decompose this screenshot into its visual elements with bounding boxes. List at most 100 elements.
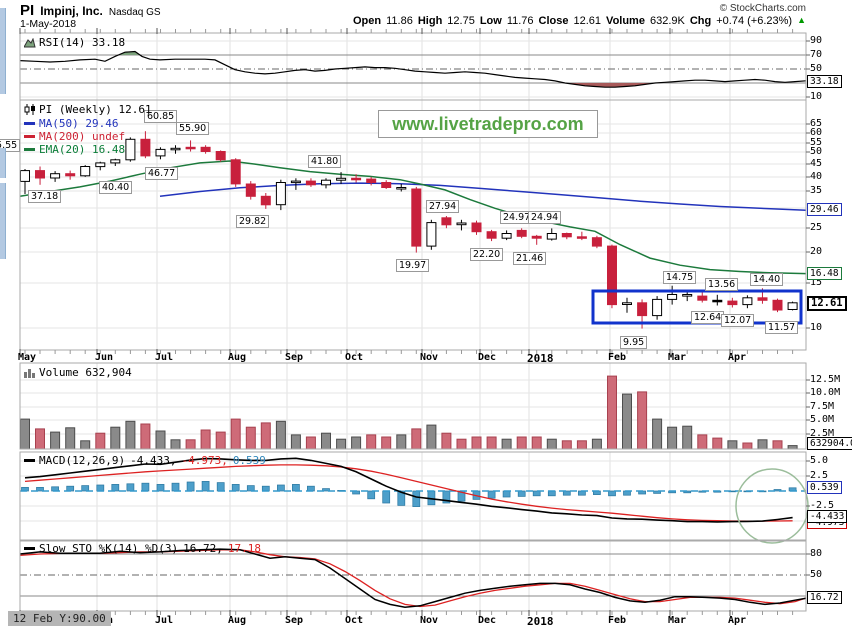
axis-tick-label: 65 <box>810 118 823 129</box>
candle-body <box>200 146 211 153</box>
volume-bar <box>155 430 166 450</box>
macd-hist-bar <box>442 490 451 504</box>
axis-tick-label: 12.5M <box>810 374 841 385</box>
macd-legend-name: MACD(12,26,9) <box>39 454 126 467</box>
ma200-legend-label: MA(200) undef <box>39 130 126 143</box>
panel-border <box>19 99 807 351</box>
ma50-line-icon <box>24 122 35 125</box>
volume-bar <box>50 431 61 450</box>
candle-body <box>456 222 467 226</box>
volume-legend-label: Volume 632,904 <box>39 366 132 379</box>
rsi-legend-label: RSI(14) 33.18 <box>39 36 126 49</box>
price-callout: 29.82 <box>236 215 270 228</box>
candle-body <box>486 231 497 239</box>
candle-body <box>576 236 587 239</box>
volume-bar <box>305 436 316 450</box>
month-label: Nov <box>420 352 439 363</box>
current-value-tag: 33.18 <box>807 75 842 88</box>
price-callout: 19.97 <box>396 259 430 272</box>
volume-bar <box>321 432 331 450</box>
axis-tick-label: 2.5M <box>810 428 835 439</box>
volume-bar <box>742 442 753 450</box>
volume-bar <box>336 438 347 450</box>
month-label: Mar <box>668 615 687 626</box>
candle-body <box>275 182 286 206</box>
macd-hist-bar <box>532 490 541 497</box>
axis-tick-label: 5.0M <box>810 414 835 425</box>
volume-bar <box>110 426 121 450</box>
month-label: Apr <box>728 352 747 363</box>
chg-value: +0.74 (+6.23%) <box>716 15 793 27</box>
ticker-symbol: PI <box>20 2 35 19</box>
macd-hist-bar <box>216 482 225 492</box>
price-callout: 41.80 <box>308 155 342 168</box>
price-callout: 11.57 <box>765 321 799 334</box>
candle-body <box>742 297 753 306</box>
volume-bar <box>622 393 632 450</box>
candle-body <box>682 294 693 297</box>
volume-bar <box>591 438 602 450</box>
sto-legend: Slow STO %K(14) %D(3) 16.72, 17.18 <box>24 542 261 555</box>
axis-tick-label: 15 <box>810 277 823 288</box>
ema20-legend: EMA(20) 16.48 <box>24 143 125 156</box>
macd-hist-bar <box>683 490 692 494</box>
candle-body <box>637 302 648 317</box>
price-legend: PI (Weekly) 12.61 <box>24 103 152 116</box>
macd-hist-bar <box>292 484 300 492</box>
ma50-legend: MA(50) 29.46 <box>24 117 118 130</box>
macd-hist-bar <box>322 488 330 492</box>
left-edge-strip <box>0 148 6 178</box>
macd-hist-bar <box>562 490 571 496</box>
sto-line-icon <box>24 547 35 550</box>
candle-body <box>531 235 542 239</box>
price-callout: 46.77 <box>145 167 179 180</box>
candle-body <box>336 177 347 181</box>
macd-signal-value: -4.973, <box>181 454 228 467</box>
price-callout: 12.07 <box>721 314 755 327</box>
low-value: 11.76 <box>506 15 534 27</box>
macd-hist-bar <box>653 490 661 494</box>
month-label: Jul <box>155 615 174 626</box>
candle-body <box>95 162 106 168</box>
month-label: Dec <box>478 615 497 626</box>
price-callout: 40.40 <box>99 181 133 194</box>
volume-bar <box>501 438 512 450</box>
candle-body <box>366 178 377 184</box>
volume-bar <box>576 440 587 450</box>
price-callout: 55.90 <box>176 122 210 135</box>
macd-hist-bar <box>277 484 285 492</box>
axis-tick-label: 2.5 <box>810 470 829 481</box>
ma50-line <box>159 182 807 212</box>
month-label: Jun <box>95 352 114 363</box>
macd-hist-bar <box>382 490 391 504</box>
current-value-tag: 16.48 <box>807 267 842 280</box>
candle-body <box>772 299 783 311</box>
volume-bar <box>366 434 377 450</box>
volume-bar <box>486 436 497 450</box>
volume-bars-icon <box>24 368 35 378</box>
left-edge-strip <box>0 183 6 259</box>
candle-body <box>441 217 452 226</box>
candle-body <box>65 173 76 177</box>
volume-bar <box>712 437 723 450</box>
candle-body <box>35 170 45 179</box>
month-label: Feb <box>608 615 627 626</box>
volume-bar <box>441 432 452 450</box>
volume-bar <box>245 426 256 450</box>
candle-body <box>245 183 256 197</box>
current-value-tag: 29.46 <box>807 203 842 216</box>
volume-bar <box>95 432 106 450</box>
price-callout: 9.95 <box>620 336 648 349</box>
axis-tick-label: 20 <box>810 246 823 257</box>
rsi-icon <box>24 37 36 47</box>
volume-bar <box>140 423 151 450</box>
candle-body <box>591 237 602 247</box>
axis-tick-label: 90 <box>810 35 823 46</box>
volume-bar <box>787 445 798 450</box>
company-name: Impinj, Inc. <box>40 4 103 18</box>
volume-bar <box>727 440 738 450</box>
macd-line <box>24 457 793 523</box>
volume-bar <box>697 434 708 450</box>
chg-up-icon: ▲ <box>797 15 806 25</box>
ema20-legend-label: EMA(20) 16.48 <box>39 143 126 156</box>
